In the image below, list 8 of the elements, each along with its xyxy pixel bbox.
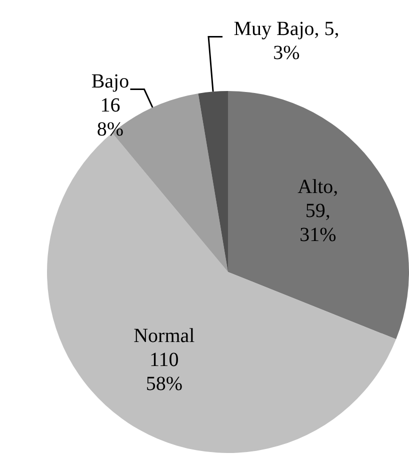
slice-label: Alto, 59, 31% [298,176,338,246]
slice-label: Bajo [91,70,130,92]
slice-label: Normal [134,324,196,347]
pie-slice [198,91,228,272]
pie-slice [228,91,409,340]
data-label: 16 8% [96,94,124,140]
data-label: 110 58% [146,348,182,395]
slice-label: Muy Bajo, 5, 3% [234,18,340,64]
